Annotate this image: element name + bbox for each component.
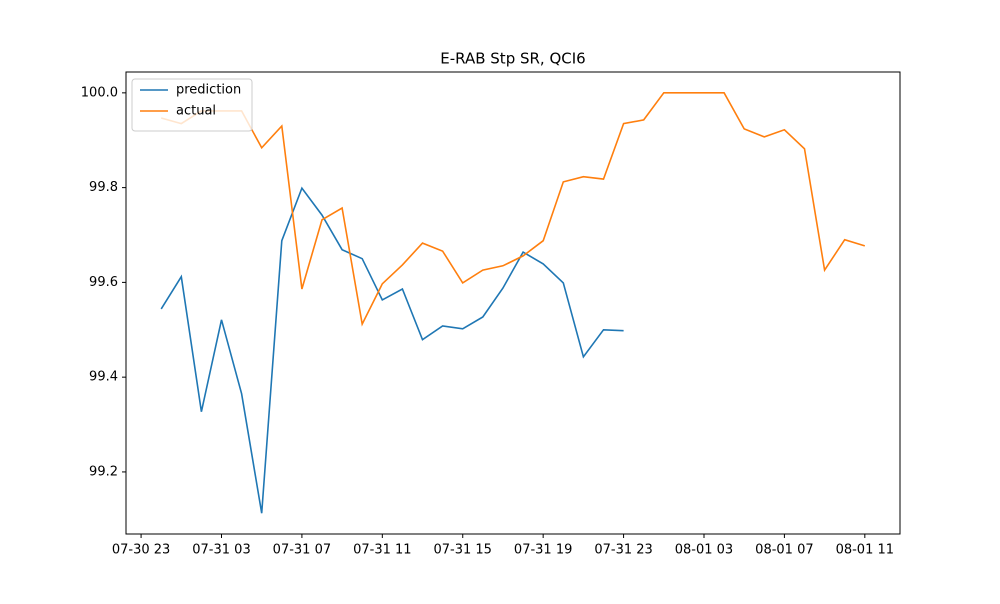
legend-label: prediction [176,83,241,98]
y-tick-label: 100.0 [81,85,118,100]
x-tick-label: 08-01 07 [755,543,813,558]
legend-box [131,78,253,132]
chart-title: E-RAB Stp SR, QCI6 [440,50,585,68]
x-tick-label: 07-31 07 [273,543,331,558]
y-tick-label: 99.6 [89,275,118,290]
x-tick-label: 08-01 03 [675,543,733,558]
x-tick-label: 07-30 23 [112,543,170,558]
x-tick-label: 07-31 23 [594,543,652,558]
legend-label: actual [176,104,216,119]
series-line [160,186,624,514]
x-tick-label: 07-31 11 [353,543,411,558]
series-line [160,92,866,327]
x-tick-label: 07-31 03 [192,543,250,558]
y-tick-label: 99.8 [89,180,118,195]
y-tick-label: 99.4 [89,370,118,385]
x-tick-label: 07-31 19 [514,543,572,558]
x-tick-label: 08-01 11 [836,543,894,558]
plot-frame [125,71,901,535]
y-tick-label: 99.2 [89,464,118,479]
x-tick-label: 07-31 15 [434,543,492,558]
